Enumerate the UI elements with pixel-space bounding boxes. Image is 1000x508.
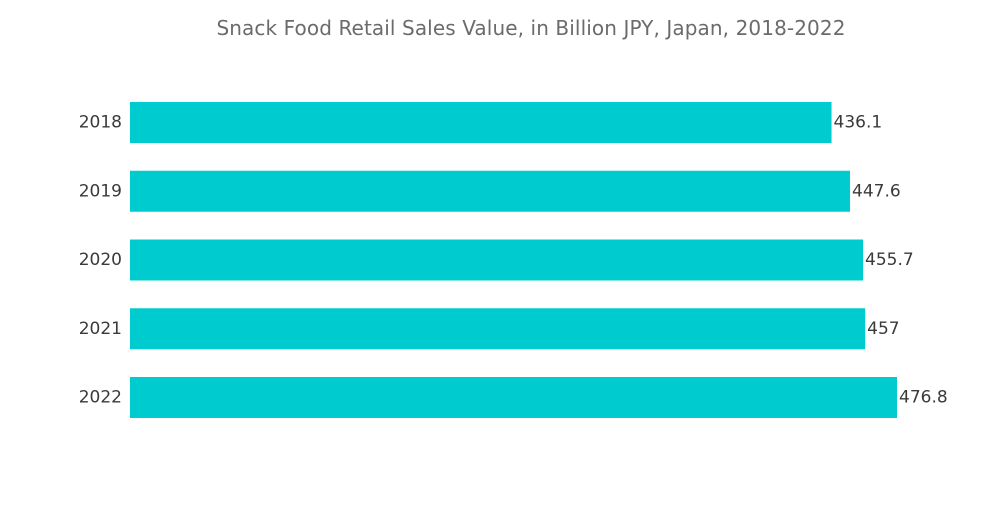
data-label-2021: 457 — [867, 319, 899, 339]
bar-2020 — [130, 239, 864, 281]
data-label-2020: 455.7 — [865, 250, 914, 270]
bar-2022 — [130, 377, 897, 418]
data-label-2022: 476.8 — [899, 388, 948, 408]
y-tick-label-2022: 2022 — [79, 388, 122, 408]
bar-2021 — [130, 308, 866, 350]
y-tick-label-2018: 2018 — [79, 113, 122, 133]
chart-title: Snack Food Retail Sales Value, in Billio… — [216, 16, 846, 40]
data-label-2019: 447.6 — [852, 181, 901, 201]
y-tick-label-2021: 2021 — [79, 319, 122, 339]
bar-2019 — [130, 170, 851, 212]
y-tick-label-2020: 2020 — [79, 250, 122, 270]
y-tick-label-2019: 2019 — [79, 181, 122, 201]
data-label-2018: 436.1 — [834, 113, 883, 133]
bar-2018 — [130, 102, 832, 143]
